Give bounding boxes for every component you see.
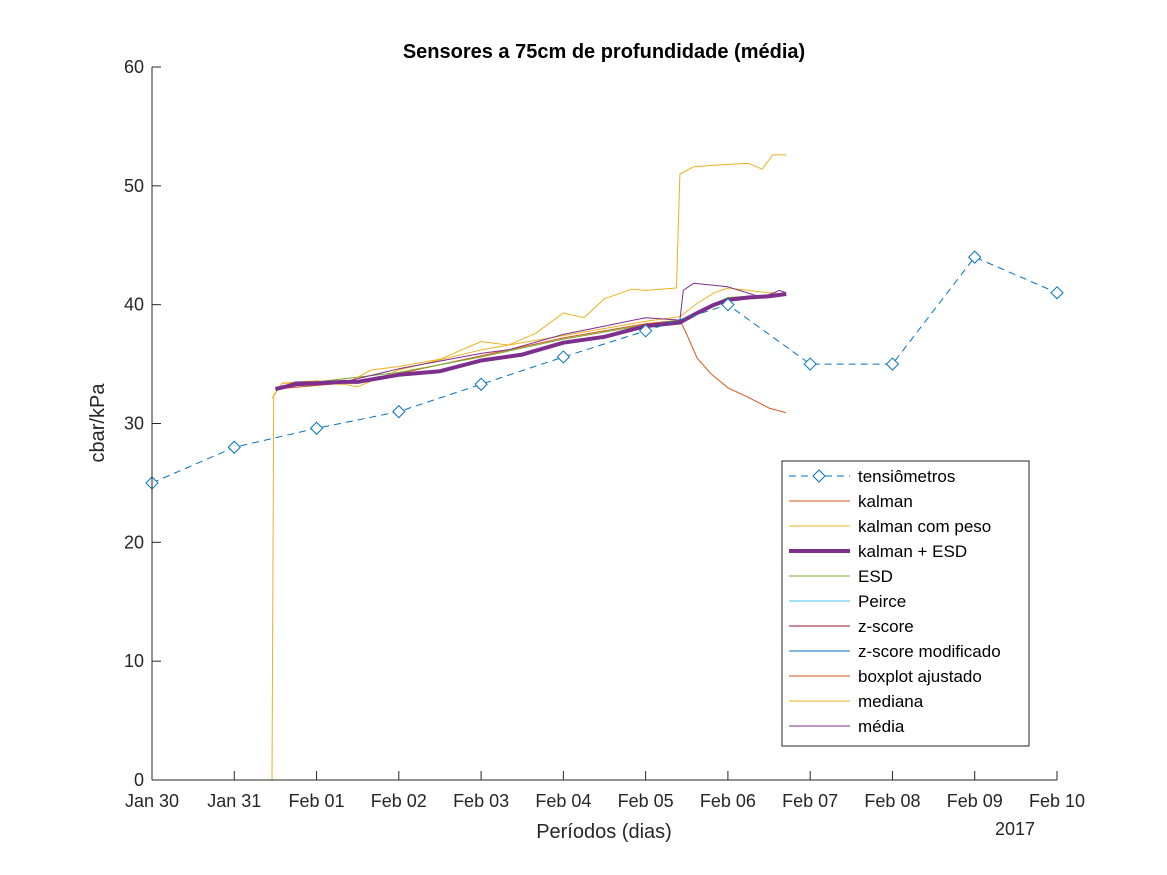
- y-tick-label: 0: [134, 770, 144, 790]
- data-point-tensiometros: [721, 297, 735, 312]
- legend-label-kalman-com-peso: kalman com peso: [858, 517, 991, 536]
- series-line-mediana: [271, 154, 787, 781]
- legend-label-peirce: Peirce: [858, 592, 906, 611]
- axes: 0 10 20 30 40 50 60 Jan 30 Jan 31 Feb 01 Feb 02 Feb…: [124, 57, 1085, 811]
- data-point-tensiometros: [638, 324, 653, 338]
- y-tick-label: 10: [124, 651, 144, 671]
- data-point-tensiometros: [556, 350, 571, 364]
- x-tick-label: Feb 08: [864, 791, 920, 811]
- legend-label-z-score: z-score: [858, 617, 914, 636]
- legend: tensiômetros kalman kalman com peso kalman …: [781, 460, 1030, 747]
- x-tick-label: Feb 05: [618, 791, 674, 811]
- legend-label-tensiometros: tensiômetros: [858, 467, 955, 486]
- legend-label-mediana: mediana: [858, 692, 924, 711]
- chart-title: Sensores a 75cm de profundidade (média): [403, 41, 805, 63]
- y-tick-label: 60: [124, 57, 144, 77]
- data-point-tensiometros: [227, 440, 241, 454]
- series-line-media: [278, 282, 787, 389]
- y-axis-label: cbar/kPa: [87, 383, 109, 463]
- x-tick-label: Feb 09: [947, 791, 1003, 811]
- legend-marker: [812, 469, 826, 483]
- data-point-tensiometros: [1050, 286, 1064, 300]
- legend-label-kalman: kalman: [858, 492, 913, 511]
- legend-label-media: média: [858, 717, 905, 736]
- y-tick-label: 30: [124, 414, 144, 434]
- x-tick-label: Feb 03: [453, 791, 509, 811]
- series-line-tensiometros: [151, 256, 1058, 484]
- data-point-tensiometros: [968, 250, 982, 264]
- y-tick-label: 40: [124, 295, 144, 315]
- y-tick-label: 50: [124, 176, 144, 196]
- legend-label-kalman-esd: kalman + ESD: [858, 542, 967, 561]
- x-tick-label: Jan 31: [207, 791, 261, 811]
- legend-label-boxplot-ajustado: boxplot ajustado: [858, 667, 982, 686]
- series-line-kalman: [275, 319, 787, 414]
- series-line-kalman-esd: [274, 292, 787, 391]
- x-tick-label: Feb 02: [371, 791, 427, 811]
- data-point-tensiometros: [309, 421, 324, 435]
- x-tick-label: Jan 30: [125, 791, 179, 811]
- x-tick-label: Feb 07: [782, 791, 838, 811]
- data-point-tensiometros: [392, 404, 406, 419]
- data-point-tensiometros: [885, 357, 900, 371]
- x-tick-label: Feb 04: [535, 791, 591, 811]
- legend-label-z-score-modificado: z-score modificado: [858, 642, 1001, 661]
- x-axis-label: Períodos (dias): [536, 821, 672, 843]
- data-point-tensiometros: [803, 357, 817, 371]
- y-tick-label: 20: [124, 532, 144, 552]
- x-tick-label: Feb 01: [289, 791, 345, 811]
- x-tick-label: Feb 06: [700, 791, 756, 811]
- series-layer: [145, 154, 1064, 781]
- legend-box: [781, 460, 1030, 747]
- x-year-label: 2017: [995, 819, 1035, 839]
- legend-label-esd: ESD: [858, 567, 893, 586]
- x-tick-label: Feb 10: [1029, 791, 1085, 811]
- series-line-kalman-com-peso: [271, 287, 787, 399]
- data-point-tensiometros: [474, 377, 488, 391]
